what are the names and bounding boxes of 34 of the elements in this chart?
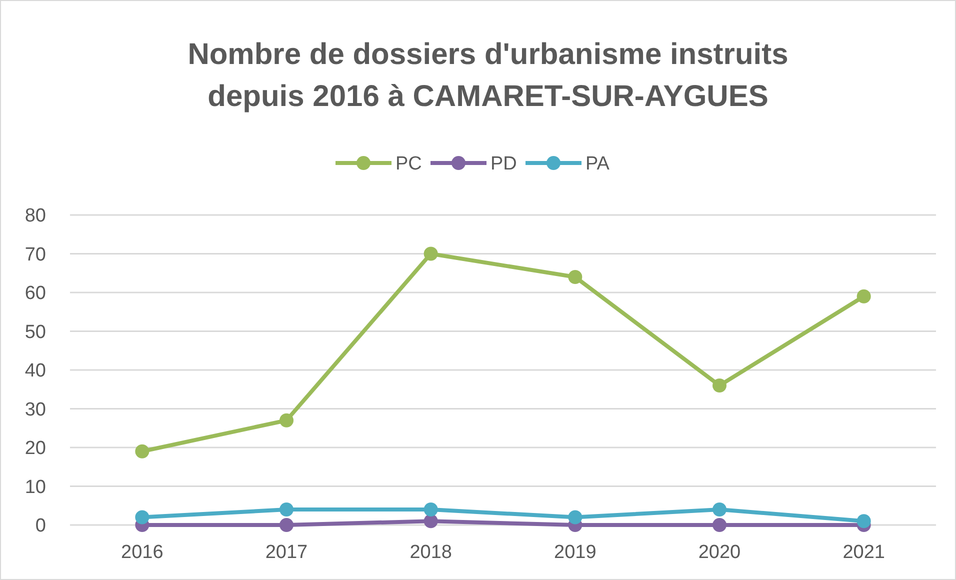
y-tick-label: 0 (35, 516, 46, 537)
point (280, 502, 294, 516)
y-tick-label: 40 (24, 360, 46, 382)
point (712, 378, 726, 392)
x-tick-label: 2017 (265, 542, 308, 563)
point (568, 510, 582, 524)
y-tick-label: 50 (24, 322, 46, 343)
point (568, 270, 582, 284)
x-tick-label: 2021 (842, 542, 885, 563)
point (280, 413, 294, 428)
y-tick-label: 70 (24, 244, 46, 266)
y-tick-label: 10 (24, 476, 46, 498)
point (424, 514, 438, 528)
y-tick-label: 80 (24, 206, 46, 227)
x-tick-label: 2019 (554, 542, 596, 563)
legend-label: PA (586, 154, 610, 175)
point (424, 246, 438, 261)
y-tick-label: 20 (24, 438, 46, 460)
point (712, 502, 726, 516)
x-tick-label: 2018 (410, 542, 452, 563)
point (135, 444, 150, 458)
y-tick-label: 60 (24, 283, 46, 304)
point (424, 502, 438, 516)
legend-label: PD (490, 154, 517, 175)
point (280, 518, 294, 532)
point (856, 289, 871, 304)
x-tick-label: 2016 (121, 542, 164, 563)
legend-label: PC (396, 154, 422, 175)
y-tick-label: 30 (24, 399, 46, 420)
point (712, 518, 726, 532)
chart-title: Nombre de dossiers d'urbanisme instruits depuis 2016 à CAMARET-SUR-AYGUES (188, 38, 788, 113)
point (856, 514, 871, 528)
x-tick-label: 2020 (698, 542, 741, 563)
point (135, 510, 150, 524)
